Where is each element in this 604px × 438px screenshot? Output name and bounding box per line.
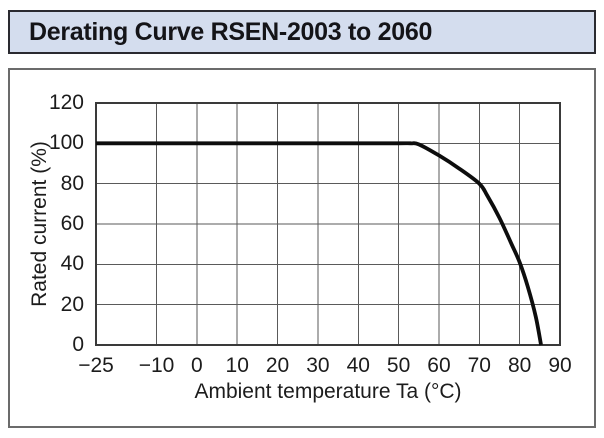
x-axis-title: Ambient temperature Ta (°C) [194, 380, 462, 403]
y-tick-label: 20 [60, 292, 84, 316]
x-tick-label: 50 [386, 354, 411, 377]
y-tick-label: 100 [48, 131, 84, 155]
y-tick-label: 120 [48, 91, 84, 114]
derating-chart-panel: Rated current (%) 0 20 40 60 80 100 120 −25 −10… [8, 68, 596, 428]
x-tick-label: 20 [265, 354, 290, 377]
x-tick-label: 80 [507, 354, 532, 377]
y-tick-label: 0 [72, 333, 84, 356]
x-tick-label: 0 [191, 354, 203, 377]
x-tick-label: −10 [138, 354, 175, 377]
y-tick-label: 80 [60, 171, 84, 195]
derating-curve-line [96, 141, 543, 346]
x-tick-label: −25 [78, 354, 114, 377]
derating-curve-plot [95, 102, 561, 346]
y-tick-label: 60 [60, 212, 84, 235]
section-title: Derating Curve RSEN-2003 to 2060 [29, 17, 433, 46]
x-tick-label: 90 [548, 354, 572, 377]
plot-frame [95, 102, 561, 346]
section-title-bar: Derating Curve RSEN-2003 to 2060 [8, 10, 596, 54]
x-tick-label: 10 [225, 354, 249, 377]
chart-area: Rated current (%) 0 20 40 60 80 100 120 −25 −10… [10, 70, 594, 426]
y-tick-label: 40 [60, 252, 84, 276]
x-tick-label: 60 [427, 354, 451, 377]
x-tick-label: 70 [467, 354, 491, 377]
x-tick-label: 40 [346, 354, 370, 377]
x-tick-label: 30 [306, 354, 330, 377]
